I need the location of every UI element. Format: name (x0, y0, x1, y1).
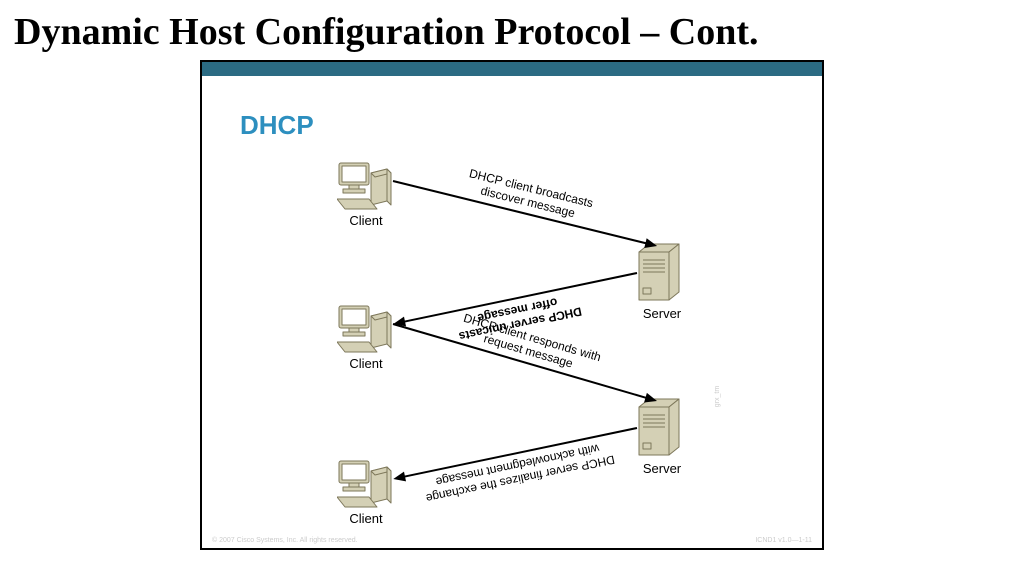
server-icon (635, 242, 689, 304)
arrow: DHCP client broadcastsdiscover message (393, 181, 657, 246)
client-icon (337, 457, 395, 509)
arrow: DHCP client responds withrequest message (393, 324, 657, 401)
footer-right: ICND1 v1.0—1-11 (755, 537, 812, 544)
client-label: Client (337, 356, 395, 371)
server-label: Server (635, 306, 689, 321)
arrow-label: DHCP server finalizes the exchangewith a… (408, 435, 629, 507)
footer-left: © 2007 Cisco Systems, Inc. All rights re… (212, 537, 358, 544)
client-label: Client (337, 511, 395, 526)
side-label: grx_tm (714, 386, 721, 407)
page-title: Dynamic Host Configuration Protocol – Co… (0, 0, 1024, 60)
server-node: Server (635, 397, 689, 476)
client-node: Client (337, 159, 395, 228)
client-node: Client (337, 302, 395, 371)
server-node: Server (635, 242, 689, 321)
client-node: Client (337, 457, 395, 526)
arrow: DHCP server finalizes the exchangewith a… (393, 428, 637, 479)
diagram-topbar (202, 62, 822, 76)
server-label: Server (635, 461, 689, 476)
diagram-heading: DHCP (240, 110, 314, 141)
client-icon (337, 159, 395, 211)
diagram-frame: DHCP © 2007 Cisco Systems, Inc. All righ… (200, 60, 824, 550)
client-icon (337, 302, 395, 354)
client-label: Client (337, 213, 395, 228)
server-icon (635, 397, 689, 459)
